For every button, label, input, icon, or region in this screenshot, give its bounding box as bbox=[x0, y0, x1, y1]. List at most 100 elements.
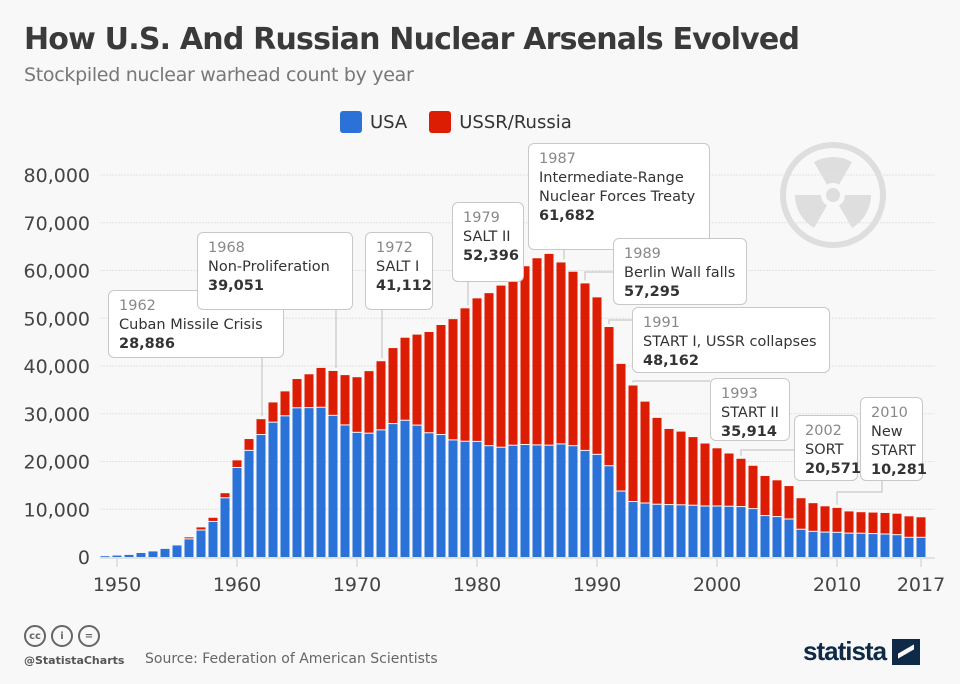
bar-russia-1991 bbox=[604, 327, 614, 466]
bar-usa-1979 bbox=[460, 441, 470, 557]
annotation-1962: 1962 Cuban Missile Crisis 28,886 bbox=[108, 290, 284, 358]
chart-subtitle: Stockpiled nuclear warhead count by year bbox=[24, 64, 414, 86]
bar-russia-1978 bbox=[448, 319, 458, 440]
bar-russia-1974 bbox=[400, 337, 410, 420]
bar-usa-2010 bbox=[832, 532, 842, 557]
bar-usa-1973 bbox=[388, 424, 398, 557]
annotation-year: 1979 bbox=[463, 210, 500, 226]
bar-russia-1973 bbox=[388, 348, 398, 424]
bar-usa-2013 bbox=[868, 534, 878, 557]
bar-russia-1977 bbox=[436, 325, 446, 435]
statista-logo-mark bbox=[892, 638, 921, 665]
annotation-1991: 1991 START I, USSR collapses 48,162 bbox=[632, 307, 830, 373]
bar-russia-1994 bbox=[640, 401, 650, 503]
bar-usa-1974 bbox=[400, 420, 410, 557]
bar-usa-1970 bbox=[352, 432, 362, 557]
y-tick-label: 40,000 bbox=[24, 356, 90, 378]
bar-russia-1957 bbox=[196, 527, 206, 530]
y-tick-label: 20,000 bbox=[24, 452, 90, 474]
annotation-event: SORT bbox=[805, 442, 844, 458]
annotation-year: 1972 bbox=[376, 240, 413, 256]
bar-russia-1956 bbox=[184, 537, 194, 539]
annotation-total: 48,162 bbox=[643, 353, 699, 369]
no-derivatives-icon: = bbox=[78, 625, 100, 647]
bar-usa-1985 bbox=[532, 445, 542, 557]
bar-usa-2015 bbox=[892, 535, 902, 557]
statista-logo[interactable]: statista bbox=[803, 636, 921, 667]
legend-label-russia: USSR/Russia bbox=[459, 111, 572, 133]
bar-usa-2016 bbox=[904, 537, 914, 557]
annotation-year: 2002 bbox=[805, 423, 842, 439]
bar-russia-1972 bbox=[376, 361, 386, 430]
x-tick-label: 1990 bbox=[573, 574, 621, 596]
bar-russia-1985 bbox=[532, 258, 542, 445]
bar-usa-1966 bbox=[304, 408, 314, 557]
callout-leader-line bbox=[584, 271, 613, 281]
bar-russia-2007 bbox=[796, 498, 806, 529]
bar-usa-2007 bbox=[796, 529, 806, 557]
bar-russia-2004 bbox=[760, 475, 770, 516]
bar-russia-2017 bbox=[916, 517, 926, 537]
annotation-2002: 2002 SORT 20,571 bbox=[794, 415, 861, 481]
cc-icon: cc bbox=[24, 625, 46, 647]
bar-russia-1965 bbox=[292, 379, 302, 408]
bar-russia-1962 bbox=[256, 419, 266, 435]
bar-russia-2011 bbox=[844, 511, 854, 533]
bar-russia-2013 bbox=[868, 512, 878, 534]
legend-item-russia: USSR/Russia bbox=[429, 111, 572, 133]
annotation-year: 2010 bbox=[871, 405, 908, 421]
annotation-year: 1991 bbox=[643, 315, 680, 331]
bar-usa-1990 bbox=[592, 454, 602, 557]
x-tick-label: 1960 bbox=[213, 574, 261, 596]
annotation-total: 41,112 bbox=[376, 278, 432, 294]
bar-usa-1965 bbox=[292, 408, 302, 557]
bar-usa-1964 bbox=[280, 416, 290, 557]
legend-label-usa: USA bbox=[370, 111, 408, 133]
bar-russia-1961 bbox=[244, 439, 254, 450]
annotation-1989: 1989 Berlin Wall falls 57,295 bbox=[613, 238, 747, 305]
bar-usa-1952 bbox=[136, 552, 146, 557]
bar-usa-1976 bbox=[424, 433, 434, 557]
annotation-year: 1987 bbox=[539, 151, 576, 167]
annotation-event: START II bbox=[721, 405, 779, 421]
annotation-1987: 1987 Intermediate-Range Nuclear Forces Tr… bbox=[528, 143, 710, 250]
annotation-event: Non-Proliferation bbox=[208, 259, 330, 275]
x-tick-label: 2010 bbox=[813, 574, 861, 596]
annotation-1993: 1993 START II 35,914 bbox=[710, 378, 790, 441]
bar-russia-1975 bbox=[412, 334, 422, 425]
bar-russia-1960 bbox=[232, 460, 242, 468]
bar-russia-2012 bbox=[856, 512, 866, 533]
callout-leader-line bbox=[836, 481, 883, 505]
bar-usa-1984 bbox=[520, 444, 530, 557]
footer-source: Source: Federation of American Scientist… bbox=[145, 651, 438, 667]
annotation-year: 1989 bbox=[624, 246, 661, 262]
bar-russia-2003 bbox=[748, 465, 758, 509]
bar-usa-1988 bbox=[568, 446, 578, 557]
annotation-year: 1993 bbox=[721, 386, 758, 402]
bar-russia-2000 bbox=[712, 448, 722, 506]
bar-usa-1993 bbox=[628, 502, 638, 557]
bar-russia-2001 bbox=[724, 453, 734, 506]
bar-russia-2005 bbox=[772, 480, 782, 517]
bar-russia-1971 bbox=[364, 371, 374, 433]
statista-logo-text: statista bbox=[803, 636, 887, 666]
bar-russia-2009 bbox=[820, 506, 830, 532]
bar-usa-1975 bbox=[412, 425, 422, 557]
bar-usa-2008 bbox=[808, 531, 818, 557]
annotation-event: START I, USSR collapses bbox=[643, 334, 817, 350]
annotation-total: 35,914 bbox=[721, 424, 777, 440]
bar-usa-1962 bbox=[256, 435, 266, 557]
bar-russia-1998 bbox=[688, 437, 698, 505]
x-tick-label: 2017 bbox=[897, 574, 945, 596]
footer-handle[interactable]: @StatistaCharts bbox=[24, 654, 125, 667]
bar-usa-2017 bbox=[916, 537, 926, 557]
bar-usa-1967 bbox=[316, 407, 326, 557]
bar-russia-1988 bbox=[568, 271, 578, 446]
attribution-icon: i bbox=[51, 625, 73, 647]
callout-leader-line bbox=[632, 380, 710, 383]
bar-usa-1996 bbox=[664, 505, 674, 557]
bar-usa-1977 bbox=[436, 435, 446, 557]
bar-usa-1956 bbox=[184, 539, 194, 557]
bar-usa-1963 bbox=[268, 422, 278, 557]
bar-russia-1992 bbox=[616, 363, 626, 491]
